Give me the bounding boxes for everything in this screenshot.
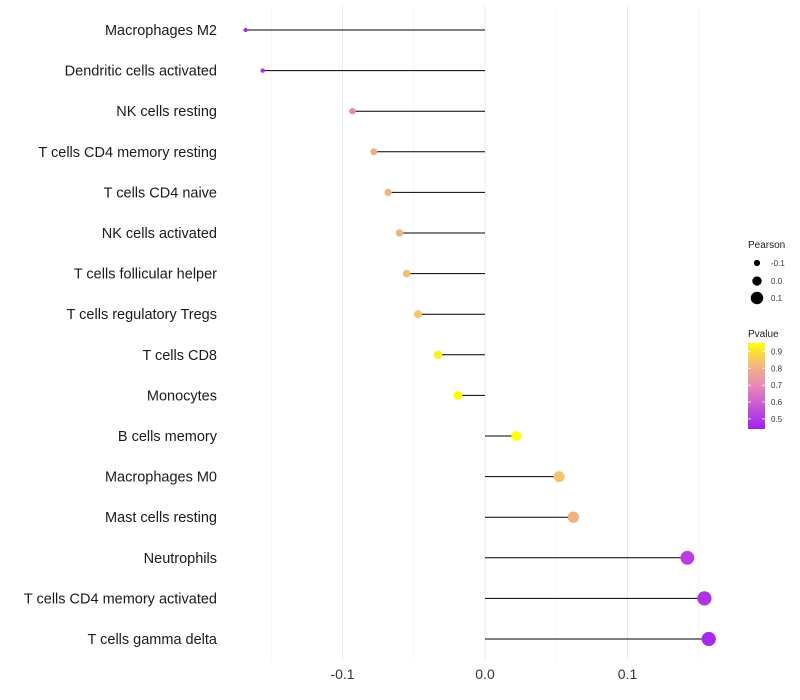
size-legend: Pearson -0.1 0.0 0.1 [748,240,785,305]
category-label: NK cells resting [116,104,217,120]
data-point [567,511,580,523]
data-point [433,350,443,359]
x-tick-labels: -0.1 0.0 0.1 [330,666,637,682]
category-label: T cells follicular helper [74,267,217,283]
data-point [395,229,404,237]
data-point [243,27,248,33]
size-legend-label: -0.1 [771,259,785,268]
data-point [260,68,265,73]
x-tick-label: 0.0 [475,666,495,682]
data-point [414,310,422,319]
category-label: Macrophages M2 [105,23,217,39]
color-legend-label: 0.8 [771,364,783,373]
category-label: T cells CD4 memory activated [24,591,217,607]
color-legend: Pvalue 0.9 0.8 0.7 0.6 0.5 [748,329,783,429]
data-point [697,591,712,606]
color-legend-label: 0.9 [771,347,783,356]
data-point [384,188,392,197]
x-tick-label: 0.1 [618,666,638,682]
size-legend-key [752,276,762,286]
data-point [453,391,463,400]
category-label: T cells gamma delta [88,632,218,648]
category-label: Monocytes [147,388,217,404]
data-point [511,430,522,442]
lollipop-points [243,27,716,647]
color-legend-label: 0.7 [771,381,783,390]
category-labels: Macrophages M2 Dendritic cells activated N… [24,23,218,648]
size-legend-key [750,291,764,305]
color-legend-title: Pvalue [748,329,779,340]
data-point [701,631,716,647]
category-label: Dendritic cells activated [65,64,217,80]
size-legend-key [753,259,761,267]
data-point [680,550,695,565]
category-label: T cells CD8 [142,348,217,364]
grid-lines [270,6,700,660]
lollipop-stems [245,29,709,640]
category-label: T cells CD4 naive [104,185,217,201]
category-label: Macrophages M0 [105,470,217,486]
data-point [349,107,356,115]
category-label: B cells memory [118,429,218,445]
color-legend-label: 0.6 [771,398,783,407]
size-legend-label: 0.0 [771,277,783,286]
size-legend-label: 0.1 [771,294,783,303]
category-label: Mast cells resting [105,510,217,526]
data-point [370,148,378,156]
x-tick-label: -0.1 [330,666,354,682]
data-point [553,471,565,483]
color-legend-bar [748,343,765,429]
category-label: T cells regulatory Tregs [67,307,217,323]
category-label: Neutrophils [144,551,217,567]
size-legend-title: Pearson [748,240,785,251]
color-legend-label: 0.5 [771,415,783,424]
category-label: T cells CD4 memory resting [38,145,217,161]
category-label: NK cells activated [102,226,217,242]
data-point [402,269,411,278]
